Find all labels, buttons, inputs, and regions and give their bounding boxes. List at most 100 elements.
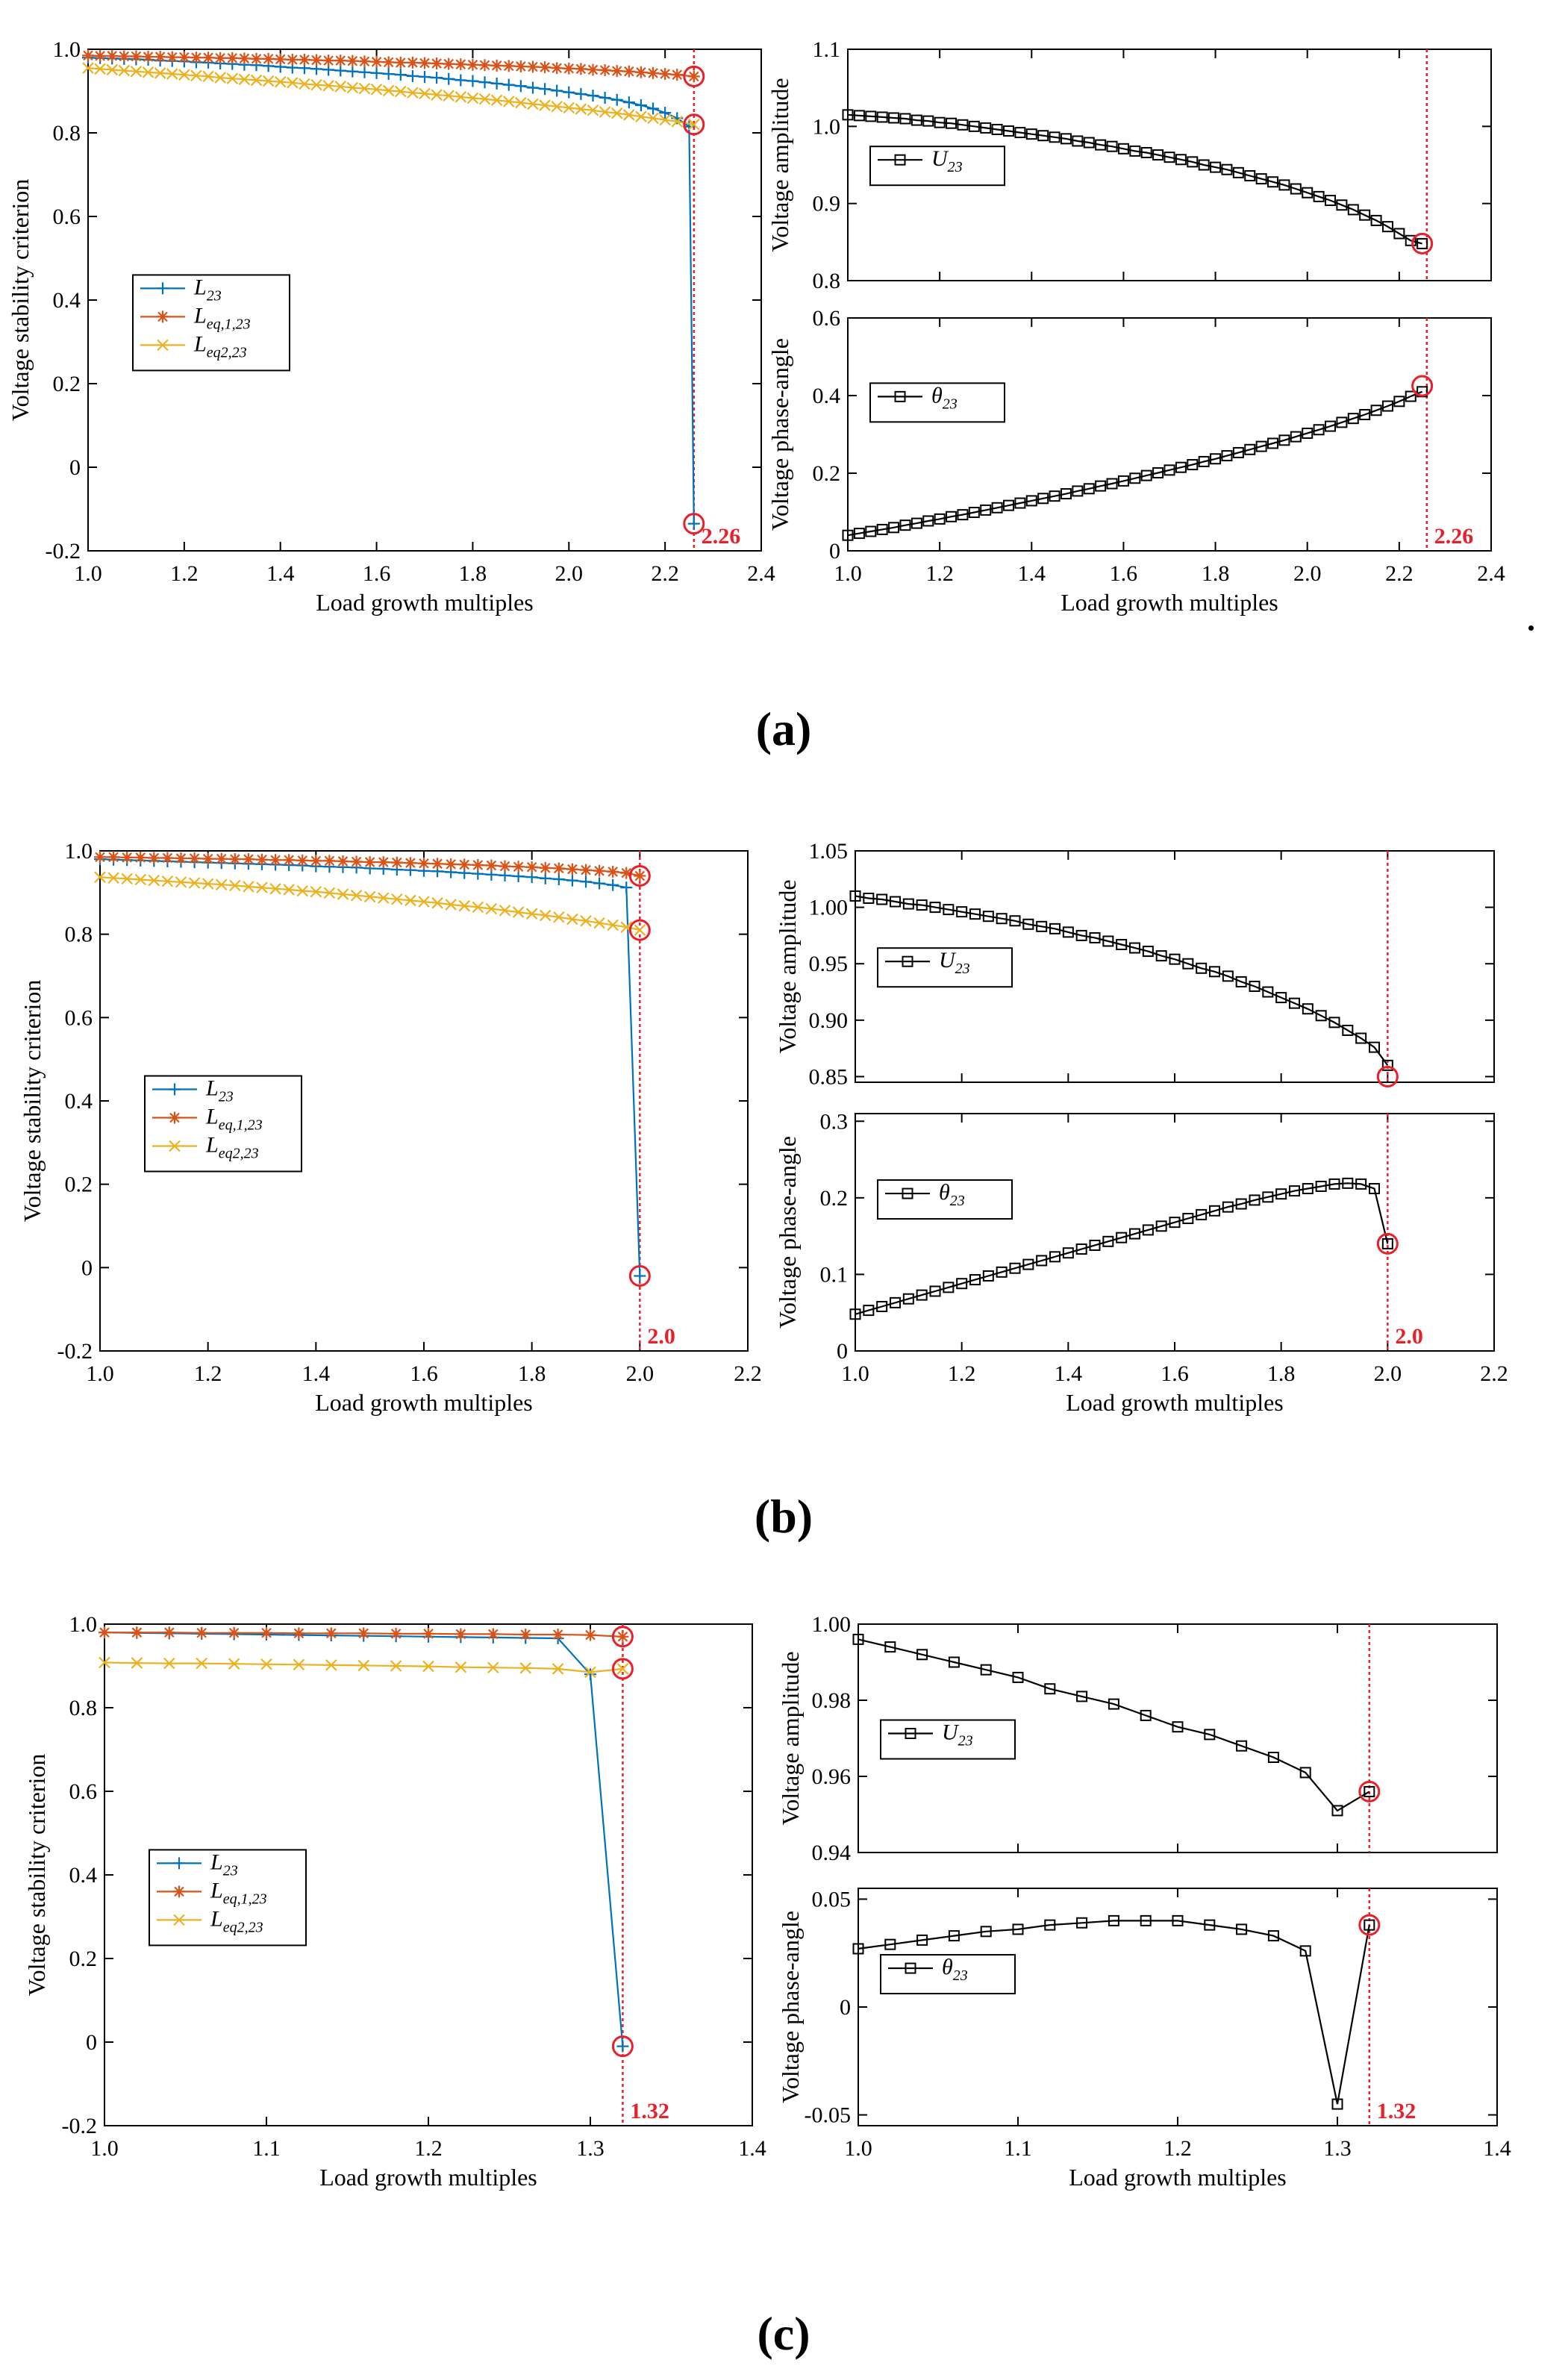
data-point [1315,1180,1327,1192]
legend-box [149,1849,307,1947]
data-point [512,906,525,918]
data-point [527,98,539,110]
plot-frame [855,1113,1495,1352]
y-tick-label: 0.3 [820,1109,849,1134]
data-point [1175,461,1187,473]
data-point [634,1270,646,1282]
y-tick-label: 0.1 [820,1262,849,1287]
data-point [1106,478,1118,490]
data-point [1036,1255,1048,1267]
data-point [1222,1201,1234,1213]
x-tick-label: 1.4 [266,561,295,586]
data-point [455,91,467,103]
y-tick-label: 1.1 [813,37,841,62]
data-point [1106,140,1118,152]
data-point [687,70,700,83]
data-point [1062,1247,1074,1259]
data-point [1299,1767,1311,1779]
legend: θ23 [877,1179,1013,1220]
data-point [228,853,241,866]
x-tick-label: 2.0 [555,561,584,586]
data-point [1244,169,1256,181]
legend-box [877,947,1013,988]
data-point [310,855,322,867]
critical-point-label: 1.32 [630,2099,669,2123]
x-tick-label: 2.0 [626,1361,655,1386]
data-point [325,1659,337,1671]
data-point [1169,1217,1181,1229]
critical-point-label: 1.32 [1377,2099,1416,2123]
data-point [377,892,390,904]
y-axis-label: Voltage stability criterion [19,980,46,1223]
legend: θ23 [880,1954,1016,1995]
x-tick-label: 1.1 [252,2136,281,2161]
data-point [587,63,599,76]
data-point [1198,455,1210,467]
highlight-circle [1376,1065,1399,1087]
highlight-circle [628,919,651,941]
data-point [391,893,403,905]
y-tick-label: 0 [837,1339,848,1364]
data-point [157,310,169,323]
series-2 [99,1656,629,1679]
data-point [299,78,310,90]
data-point [1049,923,1061,934]
y-tick-label: 0.2 [65,1173,93,1197]
data-point [190,52,202,64]
data-point [863,1305,875,1317]
series-0 [99,1626,629,2053]
data-point [1022,918,1034,930]
data-point [1355,1032,1367,1044]
legend-box [880,1954,1016,1995]
data-point [243,881,254,893]
series-1 [94,851,646,882]
data-point [226,72,239,84]
data-point [99,1656,110,1669]
data-point [969,908,981,920]
data-point [884,1938,896,1950]
data-point [485,902,498,915]
data-point [325,1627,337,1640]
data-point [1075,1243,1087,1255]
data-point [238,73,251,86]
data-point [1075,929,1087,941]
series-line [858,1920,1370,2105]
data-point [163,1626,175,1639]
data-point [982,1270,994,1282]
legend-box [880,1719,1016,1760]
data-point [539,83,552,96]
data-point [969,1274,981,1286]
highlight-circle [1358,1780,1381,1802]
data-point [1275,1188,1287,1200]
data-point [539,909,552,922]
data-point [1022,1258,1034,1270]
data-point [455,74,467,87]
data-point [1393,228,1405,240]
data-point [370,66,383,79]
data-point [269,854,282,867]
data-point [228,1626,240,1639]
data-point [134,851,147,864]
data-point [296,884,309,897]
data-point [1152,149,1164,161]
series-0 [852,1633,1375,1817]
y-tick-label: 0.2 [53,372,81,396]
series-line [99,858,641,1276]
data-point [929,1285,941,1297]
data-point [980,1664,992,1676]
legend-box [869,146,1005,187]
data-point [1117,143,1129,154]
highlight-circle [1411,232,1434,255]
x-tick-label: 1.0 [841,1361,869,1386]
x-tick-label: 2.2 [734,1361,762,1386]
data-point [525,908,538,920]
data-point [1196,1208,1208,1220]
x-axis-label: Load growth multiples [319,2164,537,2191]
data-point [1210,453,1222,465]
series-0 [852,1914,1375,2110]
data-point [107,872,119,884]
data-point [337,888,349,900]
y-tick-label: 1.0 [69,1612,98,1637]
data-point [455,1628,467,1641]
data-point [1155,950,1167,962]
